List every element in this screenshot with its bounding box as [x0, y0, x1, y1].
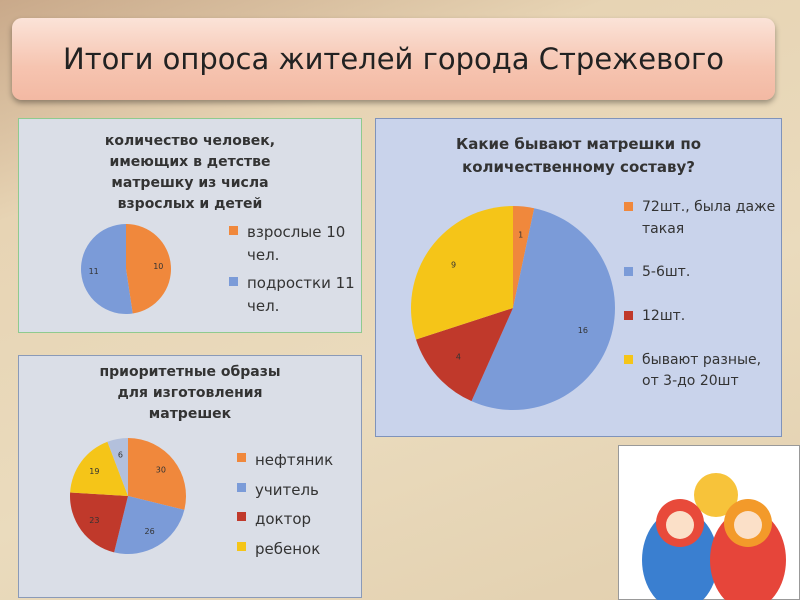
pie-slice — [114, 496, 185, 554]
data-label: 30 — [156, 466, 166, 475]
legend-swatch — [237, 512, 246, 521]
data-label: 16 — [578, 326, 588, 335]
legend-label: ребенок — [255, 539, 321, 558]
chart-title: приоритетные образы для изготовления мат… — [99, 364, 281, 422]
legend-entry: бывают разные, от 3-до 20шт — [624, 350, 779, 393]
pie-slice — [126, 224, 172, 314]
legend-swatch — [237, 482, 246, 492]
legend-swatch — [624, 202, 633, 211]
legend-swatch — [229, 226, 238, 235]
legend-label: подростки 11 чел. — [247, 273, 355, 315]
pie-slice — [70, 441, 128, 496]
data-label: 26 — [145, 527, 155, 536]
legend-entry: ребенок — [237, 537, 357, 563]
pie-slice — [513, 206, 535, 308]
pie-slice — [128, 438, 186, 510]
legend-label: бывают разные, от 3-до 20шт — [642, 351, 762, 390]
pie-slice — [415, 308, 513, 402]
legend-swatch — [624, 354, 633, 364]
data-label: 4 — [456, 353, 461, 362]
pie-slice — [411, 206, 513, 340]
data-label: 6 — [118, 450, 123, 459]
legend: взрослые 10 чел. подростки 11 чел. — [229, 221, 359, 322]
data-label: 19 — [89, 467, 99, 476]
data-label: 23 — [89, 516, 99, 525]
pie-slice — [471, 208, 615, 410]
matryoshka-picture — [618, 445, 800, 600]
chart-panel: 10 11 количество человек, имеющих в детст… — [18, 118, 362, 333]
legend: 72шт., была даже такая 5-6шт. 12шт. бывают … — [624, 197, 779, 415]
chart-panel: 30 26 23 19 6 приоритетные образы для изгото… — [18, 355, 362, 598]
legend-swatch — [237, 541, 246, 551]
slide-title: Итоги опроса жителей города Стрежевого — [12, 18, 775, 100]
pie-slice — [107, 438, 128, 496]
pie: 10 11 — [81, 224, 172, 314]
data-label: 11 — [89, 267, 99, 276]
legend-entry: подростки 11 чел. — [229, 272, 359, 319]
legend-entry: нефтяник — [237, 448, 357, 474]
legend-swatch — [229, 276, 238, 286]
pie-slice — [70, 492, 128, 553]
data-label: 9 — [451, 260, 456, 269]
chart-panel: 1 16 4 9 Какие бывают матрешки по количеств… — [375, 118, 782, 437]
data-label: 10 — [153, 262, 163, 271]
legend-entry: взрослые 10 чел. — [229, 221, 359, 268]
legend-label: 72шт., была даже такая — [642, 199, 776, 237]
pie: 30 26 23 19 6 — [70, 438, 186, 554]
legend-swatch — [237, 453, 246, 462]
legend: нефтяник учитель доктор ребенок — [237, 448, 357, 566]
legend-swatch — [624, 311, 633, 321]
chart-title: количество человек, имеющих в детстве ма… — [104, 133, 276, 212]
legend-entry: доктор — [237, 507, 357, 533]
legend-label: доктор — [255, 510, 312, 528]
legend-entry: учитель — [237, 478, 357, 504]
legend-swatch — [624, 267, 633, 277]
legend-entry: 12шт. — [624, 306, 779, 328]
legend-entry: 72шт., была даже такая — [624, 197, 779, 240]
pie-slice — [81, 224, 133, 314]
legend-label: 5-6шт. — [642, 264, 691, 281]
pie: 1 16 4 9 — [411, 206, 615, 410]
data-label: 1 — [518, 230, 523, 239]
legend-label: нефтяник — [255, 451, 334, 469]
legend-label: учитель — [255, 480, 319, 499]
chart-title: Какие бывают матрешки по количественному… — [455, 135, 702, 176]
legend-label: взрослые 10 чел. — [247, 223, 346, 265]
legend-entry: 5-6шт. — [624, 262, 779, 284]
legend-label: 12шт. — [642, 308, 686, 325]
